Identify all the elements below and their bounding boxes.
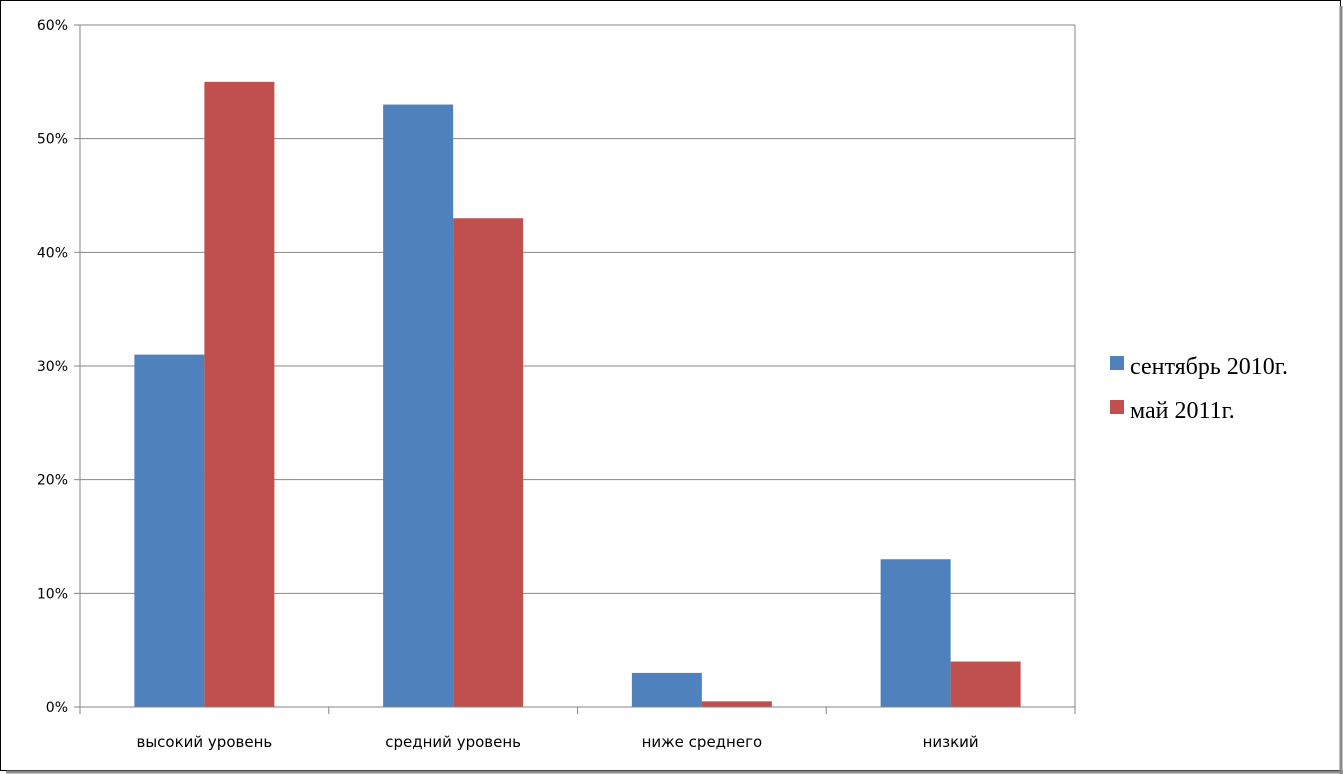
y-tick-label: 50%: [37, 132, 68, 148]
category-label: средний уровень: [385, 733, 521, 751]
category-label: низкий: [923, 733, 979, 751]
legend-label: май 2011г.: [1130, 398, 1235, 424]
legend-swatch: [1110, 356, 1124, 370]
y-tick-label: 20%: [37, 473, 68, 489]
legend-swatch: [1110, 400, 1124, 414]
y-tick-label: 30%: [37, 359, 68, 375]
axes: 0% 10% 20% 30% 40% 50% 60% высокий уровень средн…: [37, 18, 1076, 751]
y-tick-label: 60%: [37, 18, 68, 34]
bars: [134, 81, 1021, 708]
category-label: ниже среднего: [642, 733, 763, 751]
y-tick-label: 0%: [46, 700, 68, 716]
bar: [204, 81, 275, 708]
legend: сентябрь 2010г. май 2011г.: [1110, 354, 1288, 424]
category-label: высокий уровень: [137, 733, 273, 751]
legend-label: сентябрь 2010г.: [1130, 354, 1288, 380]
y-tick-label: 40%: [37, 245, 68, 261]
bar: [631, 672, 702, 707]
bar: [950, 661, 1021, 707]
bar: [701, 701, 772, 707]
bar: [134, 354, 205, 707]
bar: [453, 218, 524, 707]
y-tick-label: 10%: [37, 586, 68, 602]
bar: [880, 559, 951, 707]
bar: [383, 104, 454, 708]
